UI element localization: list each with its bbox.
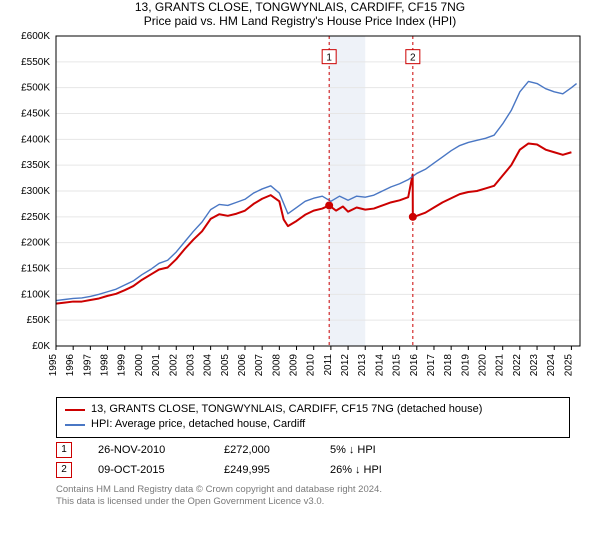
legend-label: HPI: Average price, detached house, Card… xyxy=(91,417,305,432)
x-tick-label: 2020 xyxy=(478,354,489,377)
x-tick-label: 2014 xyxy=(374,354,385,377)
x-tick-label: 2006 xyxy=(237,354,248,377)
sale-delta: 26% xyxy=(330,464,352,476)
sale-row-hpi: 5%↓HPI xyxy=(330,444,376,456)
x-tick-label: 2016 xyxy=(409,354,420,377)
y-tick-label: £150K xyxy=(21,264,50,275)
x-tick-label: 2004 xyxy=(203,354,214,377)
page-title: 13, GRANTS CLOSE, TONGWYNLAIS, CARDIFF, … xyxy=(0,0,600,14)
x-tick-label: 2017 xyxy=(426,354,437,377)
legend: 13, GRANTS CLOSE, TONGWYNLAIS, CARDIFF, … xyxy=(56,397,570,438)
sale-row-marker: 1 xyxy=(56,442,72,458)
x-tick-label: 1995 xyxy=(48,354,59,377)
x-tick-label: 2002 xyxy=(168,354,179,377)
x-tick-label: 2024 xyxy=(546,354,557,377)
y-tick-label: £100K xyxy=(21,289,50,300)
y-tick-label: £500K xyxy=(21,83,50,94)
legend-swatch xyxy=(65,409,85,411)
x-tick-label: 2015 xyxy=(392,354,403,377)
sales-table: 126-NOV-2010£272,0005%↓HPI209-OCT-2015£2… xyxy=(56,442,570,478)
chart: £0K £50K £100K £150K £200K £250K £300K £350K £40… xyxy=(0,28,600,393)
x-tick-label: 2005 xyxy=(220,354,231,377)
down-arrow-icon: ↓ xyxy=(349,444,355,456)
page-subtitle: Price paid vs. HM Land Registry's House … xyxy=(0,14,600,28)
sale-marker-dot xyxy=(325,201,333,209)
y-tick-label: £0K xyxy=(32,341,50,352)
x-tick-label: 2012 xyxy=(340,354,351,377)
footer-line-2: This data is licensed under the Open Gov… xyxy=(56,496,570,508)
y-tick-label: £250K xyxy=(21,212,50,223)
sale-vs-label: HPI xyxy=(364,464,382,476)
x-tick-label: 2019 xyxy=(460,354,471,377)
x-tick-label: 2000 xyxy=(134,354,145,377)
y-tick-label: £300K xyxy=(21,186,50,197)
y-tick-label: £550K xyxy=(21,57,50,68)
x-tick-label: 2023 xyxy=(529,354,540,377)
x-tick-label: 2013 xyxy=(357,354,368,377)
x-tick-label: 1996 xyxy=(65,354,76,377)
sale-marker-id: 2 xyxy=(410,53,416,64)
x-tick-label: 2018 xyxy=(443,354,454,377)
x-tick-label: 2007 xyxy=(254,354,265,377)
x-tick-label: 2021 xyxy=(495,354,506,377)
x-tick-label: 2001 xyxy=(151,354,162,377)
sale-row-marker: 2 xyxy=(56,462,72,478)
x-tick-label: 2009 xyxy=(289,354,300,377)
y-tick-label: £450K xyxy=(21,109,50,120)
series-subject xyxy=(56,143,571,303)
x-tick-label: 2022 xyxy=(512,354,523,377)
legend-item: 13, GRANTS CLOSE, TONGWYNLAIS, CARDIFF, … xyxy=(65,402,561,417)
legend-item: HPI: Average price, detached house, Card… xyxy=(65,417,561,432)
x-tick-label: 2011 xyxy=(323,354,334,376)
sale-row-price: £272,000 xyxy=(224,444,304,456)
y-tick-label: £50K xyxy=(27,315,51,326)
sale-row: 1 26-NOV-2010 £272,000 5%↓HPI xyxy=(56,442,570,458)
x-tick-label: 2008 xyxy=(271,354,282,377)
sale-row: 2 09-OCT-2015 £249,995 26%↓HPI xyxy=(56,462,570,478)
sale-row-price: £249,995 xyxy=(224,464,304,476)
y-tick-label: £350K xyxy=(21,160,50,171)
x-tick-label: 1997 xyxy=(82,354,93,377)
x-tick-label: 1998 xyxy=(100,354,111,377)
y-tick-label: £400K xyxy=(21,134,50,145)
y-tick-label: £200K xyxy=(21,238,50,249)
sale-row-date: 09-OCT-2015 xyxy=(98,464,198,476)
sale-marker-id: 1 xyxy=(326,53,332,64)
line-chart-svg: £0K £50K £100K £150K £200K £250K £300K £350K £40… xyxy=(0,28,600,388)
x-tick-label: 2010 xyxy=(306,354,317,377)
sale-row-date: 26-NOV-2010 xyxy=(98,444,198,456)
sale-marker-dot xyxy=(409,213,417,221)
sale-vs-label: HPI xyxy=(357,444,375,456)
down-arrow-icon: ↓ xyxy=(355,464,361,476)
legend-label: 13, GRANTS CLOSE, TONGWYNLAIS, CARDIFF, … xyxy=(91,402,482,417)
x-tick-label: 1999 xyxy=(117,354,128,377)
footer-line-1: Contains HM Land Registry data © Crown c… xyxy=(56,484,570,496)
x-tick-label: 2003 xyxy=(185,354,196,377)
sale-row-hpi: 26%↓HPI xyxy=(330,464,382,476)
chart-container: 13, GRANTS CLOSE, TONGWYNLAIS, CARDIFF, … xyxy=(0,0,600,560)
legend-swatch xyxy=(65,424,85,426)
y-tick-label: £600K xyxy=(21,31,50,42)
sale-delta: 5% xyxy=(330,444,346,456)
x-tick-label: 2025 xyxy=(563,354,574,377)
footer-attribution: Contains HM Land Registry data © Crown c… xyxy=(56,484,570,508)
